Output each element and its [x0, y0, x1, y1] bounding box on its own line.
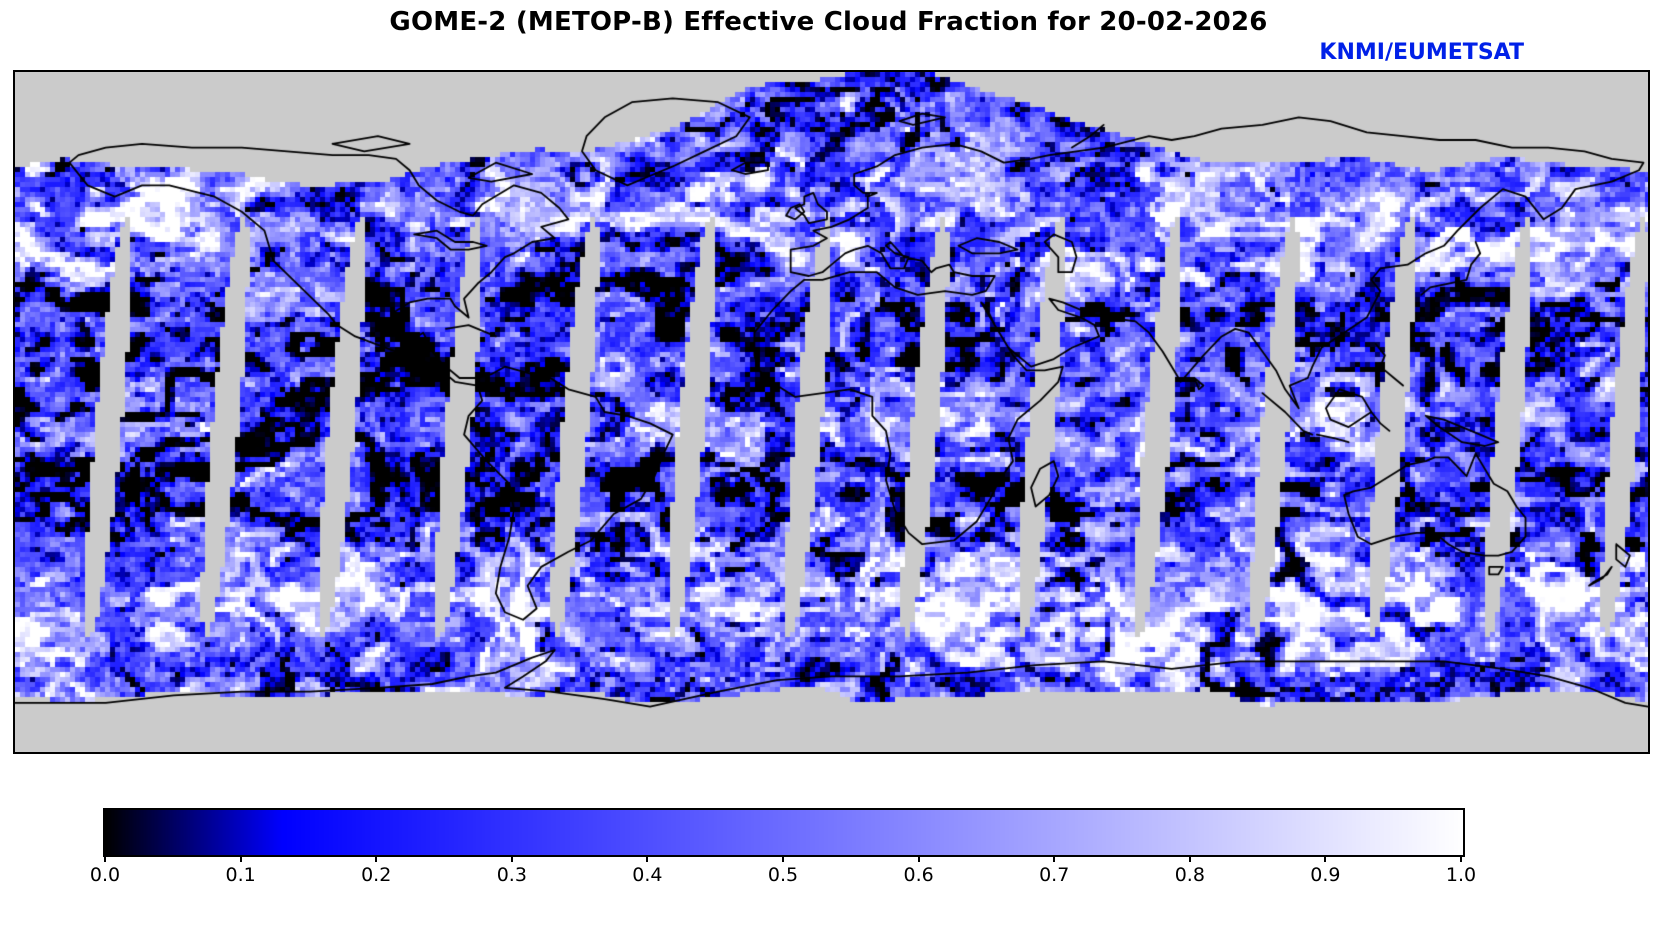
colorbar-tick-label: 0.2: [361, 864, 392, 886]
colorbar-tick: [239, 855, 242, 862]
colorbar-tick-label: 0.0: [89, 864, 121, 886]
colorbar-tick-label: 0.1: [225, 864, 256, 886]
colorbar-tick-label: 0.5: [767, 864, 799, 886]
colorbar-tick-label: 0.7: [1039, 864, 1070, 886]
colorbar-tick: [1460, 855, 1462, 862]
colorbar-tick-label: 1.0: [1445, 864, 1477, 886]
colorbar-canvas: [105, 810, 1463, 855]
colorbar-tick-label: 0.6: [903, 864, 934, 886]
colorbar-tick: [1324, 855, 1327, 862]
colorbar-tick: [646, 855, 649, 862]
credit-label: KNMI/EUMETSAT: [1319, 40, 1524, 65]
colorbar-tick: [1053, 855, 1056, 862]
colorbar-tick: [375, 855, 378, 862]
colorbar-tick: [1188, 855, 1191, 862]
colorbar-tick-label: 0.8: [1174, 864, 1205, 886]
colorbar-tick-label: 0.9: [1310, 864, 1341, 886]
cloud-map-canvas: [15, 72, 1648, 752]
colorbar-tick: [782, 855, 784, 862]
colorbar-tick: [510, 855, 513, 862]
colorbar-tick-label: 0.3: [496, 864, 527, 886]
colorbar: [103, 808, 1465, 857]
chart-title: GOME-2 (METOP-B) Effective Cloud Fractio…: [389, 7, 1268, 37]
world-map: [13, 70, 1650, 754]
colorbar-tick: [917, 855, 920, 862]
colorbar-tick-label: 0.4: [632, 864, 663, 886]
colorbar-tick: [104, 855, 106, 862]
